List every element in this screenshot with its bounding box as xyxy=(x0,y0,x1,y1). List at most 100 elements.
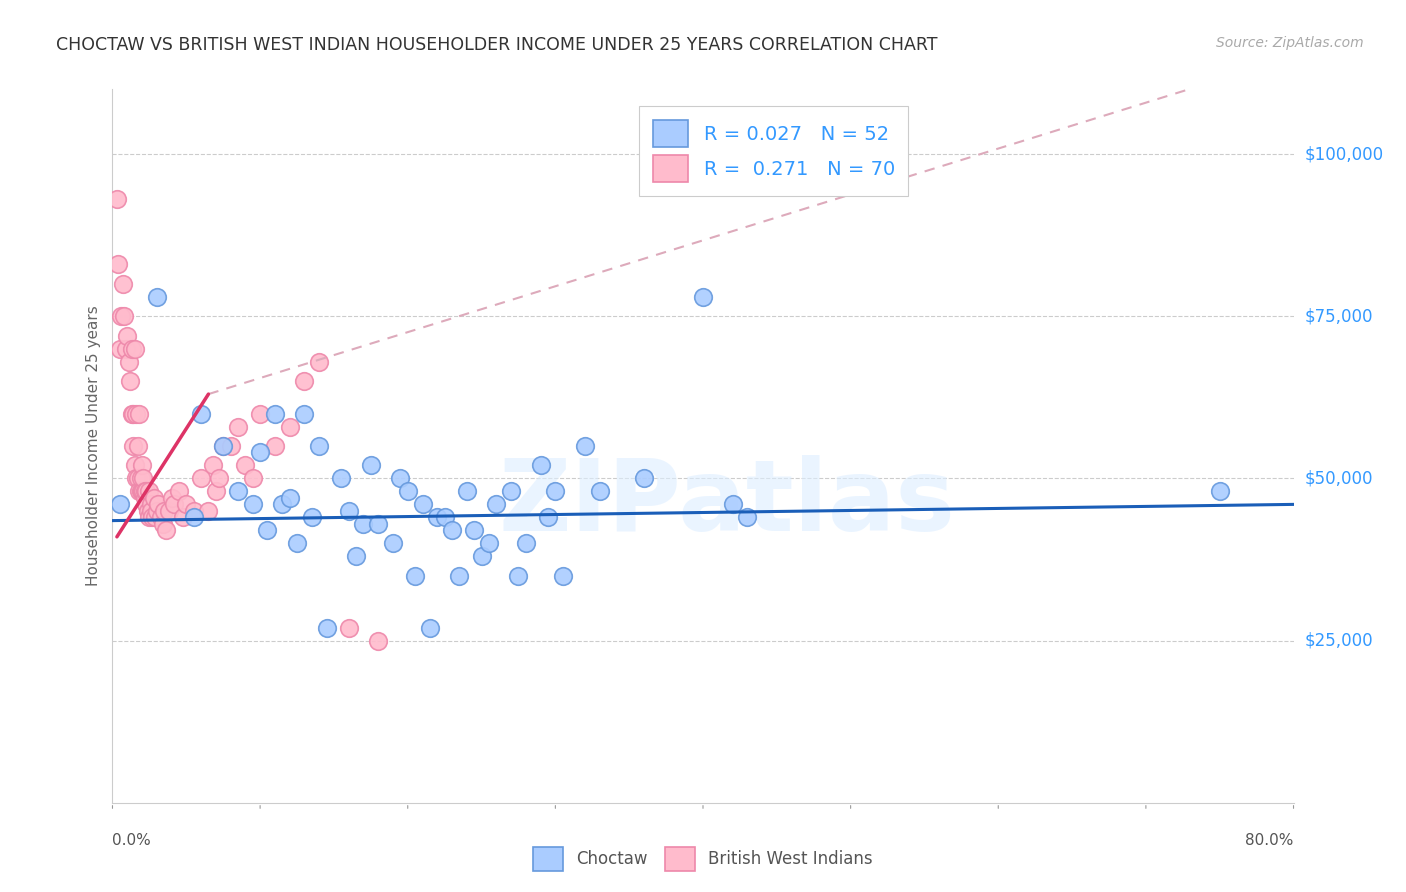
Point xyxy=(143,510,166,524)
Point xyxy=(128,407,150,421)
Point xyxy=(148,497,170,511)
Point xyxy=(108,342,131,356)
Point xyxy=(141,510,163,524)
Point xyxy=(105,193,128,207)
Point xyxy=(426,510,449,524)
Point xyxy=(360,458,382,473)
Text: CHOCTAW VS BRITISH WEST INDIAN HOUSEHOLDER INCOME UNDER 25 YEARS CORRELATION CHA: CHOCTAW VS BRITISH WEST INDIAN HOUSEHOLD… xyxy=(56,36,938,54)
Text: 0.0%: 0.0% xyxy=(112,833,152,848)
Point xyxy=(478,536,501,550)
Point xyxy=(121,407,143,421)
Point xyxy=(152,516,174,531)
Point xyxy=(212,439,235,453)
Point xyxy=(190,471,212,485)
Point xyxy=(737,510,759,524)
Point xyxy=(301,510,323,524)
Point xyxy=(167,484,190,499)
Point xyxy=(114,342,136,356)
Point xyxy=(692,290,714,304)
Point xyxy=(172,510,194,524)
Point xyxy=(150,510,173,524)
Point xyxy=(132,471,155,485)
Point xyxy=(315,621,337,635)
Point xyxy=(155,524,177,538)
Point xyxy=(278,419,301,434)
Point xyxy=(131,458,153,473)
Point xyxy=(190,407,212,421)
Point xyxy=(537,510,560,524)
Point xyxy=(441,524,464,538)
Point xyxy=(449,568,471,582)
Point xyxy=(292,407,315,421)
Point xyxy=(508,568,530,582)
Point xyxy=(308,354,330,368)
Point xyxy=(411,497,433,511)
Point xyxy=(529,458,551,473)
Point xyxy=(1208,484,1232,499)
Point xyxy=(271,497,294,511)
Point xyxy=(551,568,574,582)
Point xyxy=(205,484,228,499)
Point xyxy=(157,504,180,518)
Point xyxy=(122,407,145,421)
Point xyxy=(183,510,205,524)
Point xyxy=(419,621,441,635)
Text: Source: ZipAtlas.com: Source: ZipAtlas.com xyxy=(1216,36,1364,50)
Point xyxy=(112,310,135,324)
Point xyxy=(127,471,149,485)
Point xyxy=(125,407,148,421)
Point xyxy=(264,439,287,453)
Point xyxy=(256,524,278,538)
Point xyxy=(278,491,301,505)
Point xyxy=(129,484,152,499)
Point xyxy=(135,497,157,511)
Point xyxy=(212,439,235,453)
Point xyxy=(136,504,159,518)
Point xyxy=(249,407,271,421)
Text: $75,000: $75,000 xyxy=(1305,307,1374,326)
Point xyxy=(132,484,155,499)
Point xyxy=(308,439,330,453)
Point xyxy=(111,277,134,291)
Point xyxy=(201,458,224,473)
Point xyxy=(121,342,143,356)
Point xyxy=(264,407,287,421)
Point xyxy=(146,504,169,518)
Point xyxy=(396,484,419,499)
Point xyxy=(183,504,205,518)
Point xyxy=(127,439,149,453)
Point xyxy=(108,497,131,511)
Point xyxy=(574,439,596,453)
Point xyxy=(110,310,132,324)
Point xyxy=(470,549,494,564)
Point xyxy=(344,549,367,564)
Point xyxy=(249,445,271,459)
Point xyxy=(382,536,405,550)
Point xyxy=(129,471,152,485)
Text: $100,000: $100,000 xyxy=(1305,145,1384,163)
Point xyxy=(197,504,219,518)
Legend: Choctaw, British West Indians: Choctaw, British West Indians xyxy=(524,839,882,880)
Y-axis label: Householder Income Under 25 years: Householder Income Under 25 years xyxy=(86,306,101,586)
Point xyxy=(456,484,478,499)
Point xyxy=(633,471,655,485)
Point xyxy=(139,497,162,511)
Point xyxy=(292,374,315,388)
Point xyxy=(142,491,165,505)
Point xyxy=(134,484,156,499)
Point xyxy=(135,484,157,499)
Point xyxy=(721,497,744,511)
Point xyxy=(352,516,374,531)
Point xyxy=(128,484,150,499)
Point xyxy=(124,342,146,356)
Point xyxy=(433,510,456,524)
Point xyxy=(131,484,153,499)
Point xyxy=(367,516,389,531)
Point xyxy=(544,484,567,499)
Point xyxy=(501,484,523,499)
Point xyxy=(120,374,142,388)
Legend: R = 0.027   N = 52, R =  0.271   N = 70: R = 0.027 N = 52, R = 0.271 N = 70 xyxy=(640,106,908,196)
Point xyxy=(242,497,264,511)
Point xyxy=(463,524,485,538)
Point xyxy=(226,419,249,434)
